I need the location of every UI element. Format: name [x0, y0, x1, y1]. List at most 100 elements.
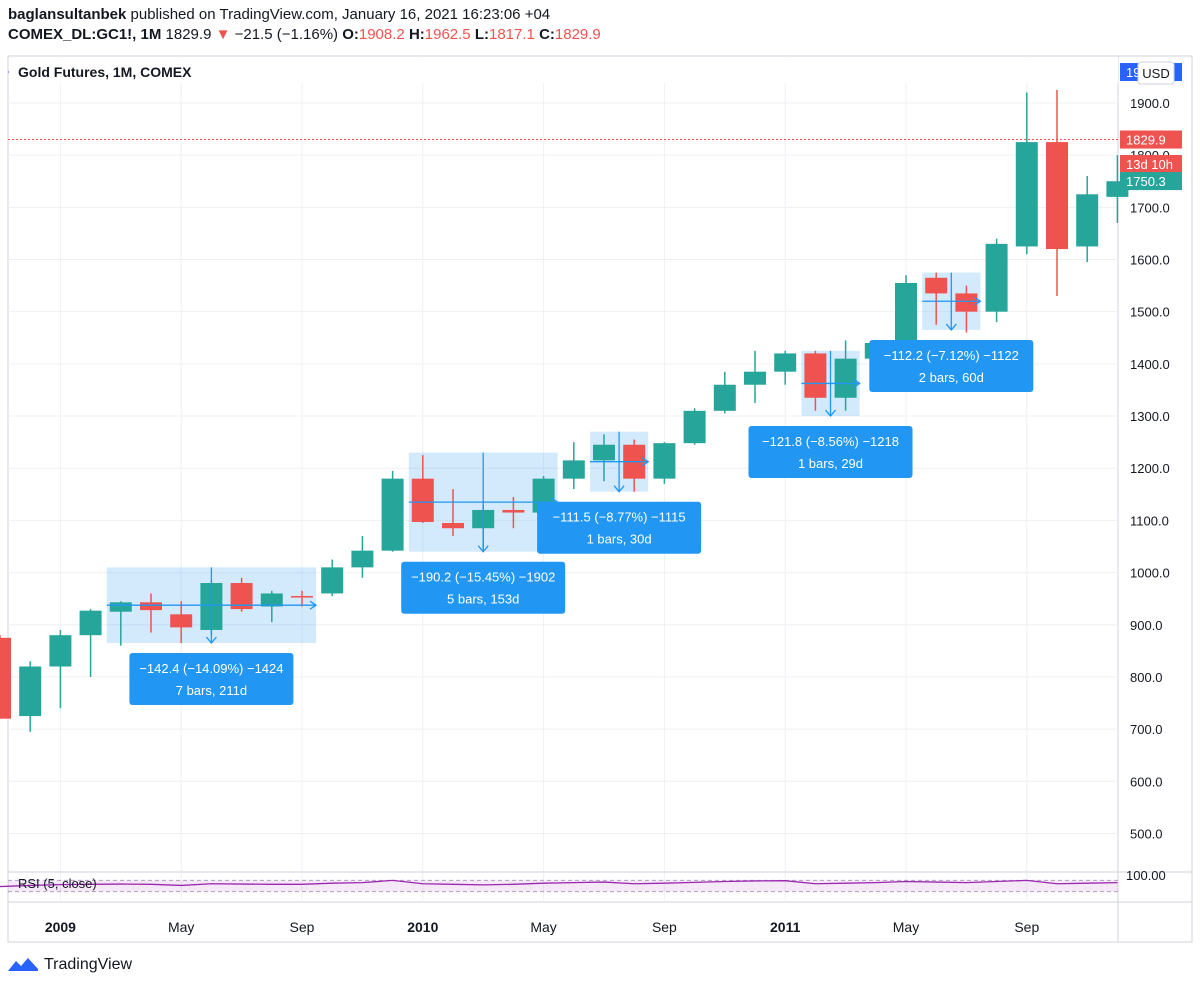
y-tick-label: 800.0 [1130, 670, 1163, 685]
y-tick-label: 1100.0 [1130, 513, 1169, 528]
x-tick-label: May [893, 919, 919, 935]
candle-body [985, 243, 1008, 312]
legend-backdrop [9, 57, 1118, 83]
last-price: 1829.9 [165, 26, 212, 43]
measure-v-arrowhead [477, 545, 489, 553]
candle-body [744, 371, 766, 385]
high-label: H: [408, 26, 425, 43]
chart-frame [7, 55, 1193, 943]
price-badge [1120, 130, 1182, 149]
y-tick-label: 1900.0 [1130, 96, 1170, 111]
measure-v-arrowhead [945, 323, 957, 331]
down-arrow-icon: ▼ [215, 26, 231, 43]
close-value: 1829.9 [554, 26, 601, 43]
measure-v-arrowhead [205, 636, 217, 645]
chart-title: Gold Futures, 1M, COMEX [18, 64, 192, 80]
publish-info: baglansultanbek published on TradingView… [8, 6, 550, 23]
candle-body [593, 444, 615, 461]
candle-body [321, 567, 344, 594]
measure-h-arrowhead [309, 600, 318, 610]
x-tick-label: 2009 [45, 919, 76, 935]
tradingview-logo-icon [8, 958, 38, 971]
high-value: 1962.5 [424, 26, 471, 43]
x-tick-label: Sep [1014, 919, 1039, 935]
candle-body [260, 593, 283, 607]
rsi-band [8, 880, 1118, 892]
measure-info-line2: 1 bars, 29d [798, 456, 863, 471]
measure-info-line2: 5 bars, 153d [447, 592, 519, 607]
y-tick-label: 600.0 [1130, 774, 1163, 789]
measure-info-box [401, 561, 566, 614]
candle-body [170, 614, 193, 628]
candle-body [804, 353, 827, 398]
candle-body [49, 635, 72, 667]
candle-body [955, 293, 978, 312]
measure-v-arrowhead [613, 485, 625, 493]
tradingview-brand[interactable]: TradingView [44, 956, 133, 973]
y-tick-label: 1000.0 [1130, 566, 1170, 581]
price-badge-label: 1750.3 [1126, 174, 1166, 189]
y-tick-label: 900.0 [1130, 618, 1163, 633]
candle-body [381, 478, 404, 551]
y-tick-label: 1500.0 [1130, 305, 1170, 320]
candle-body [19, 666, 42, 717]
candle-body [834, 358, 857, 398]
candle-body [653, 443, 676, 479]
open-label: O: [342, 26, 359, 43]
measure-h-arrowhead [853, 378, 861, 388]
rsi-tick-label: 100.00 [1126, 868, 1166, 883]
candle-body [502, 509, 525, 513]
candlestick-chart[interactable]: 500.0 600.0 700.0 800.0 900.0 1000.0 1100.0 120… [0, 50, 1200, 946]
candle-body [895, 282, 917, 343]
price-badge-label: 13d 10h [1126, 157, 1173, 172]
price-badge [1120, 155, 1182, 174]
close-label: C: [539, 26, 555, 43]
rsi-line [0, 879, 1118, 888]
measure-info-line2: 1 bars, 30d [587, 532, 652, 547]
measure-info-line1: −112.2 (−7.12%) −1122 [884, 348, 1019, 363]
measure-info-line1: −111.5 (−8.77%) −1115 [553, 510, 686, 525]
candle-body [109, 602, 132, 612]
candle-body [411, 478, 434, 522]
candle-body [713, 384, 736, 411]
measure-info-box [129, 653, 294, 706]
candle-body [562, 460, 585, 479]
candle-body [442, 523, 464, 529]
measure-info-line1: −121.8 (−8.56%) −1218 [762, 434, 899, 449]
x-tick-label: 2010 [407, 919, 438, 935]
symbol-label: COMEX_DL:GC1!, 1M [8, 26, 162, 43]
low-label: L: [474, 26, 489, 43]
y-tick-label: 1700.0 [1130, 200, 1170, 215]
measure-v-arrowhead [825, 409, 836, 418]
candle-body [230, 583, 253, 610]
measure-h-arrowhead [641, 457, 650, 467]
y-tick-label: 1600.0 [1130, 253, 1170, 268]
price-badge-label: 1829.9 [1126, 133, 1166, 148]
measure-info-line1: −190.2 (−15.45%) −1902 [411, 570, 555, 585]
candle-body [1076, 194, 1099, 247]
measure-info-box [748, 426, 913, 479]
y-tick-label: 500.0 [1130, 826, 1163, 841]
author-name[interactable]: baglansultanbek [8, 6, 127, 23]
candle-body [925, 277, 948, 294]
measure-info-box [869, 339, 1034, 392]
candle-body [774, 353, 797, 372]
candle-body [79, 610, 102, 636]
x-tick-label: Sep [652, 919, 677, 935]
y-tick-label: 1200.0 [1130, 461, 1170, 476]
candle-body [683, 410, 706, 444]
measure-h-arrowhead [974, 296, 982, 306]
measure-info-line2: 7 bars, 211d [176, 683, 247, 698]
open-value: 1908.2 [358, 26, 405, 43]
measure-info-line1: −142.4 (−14.09%) −1424 [139, 661, 283, 676]
candle-body [291, 596, 313, 598]
measure-info-box [537, 501, 702, 554]
candle-body [0, 637, 11, 719]
price-change: −21.5 (−1.16%) [234, 26, 339, 43]
y-tick-label: 700.0 [1130, 722, 1163, 737]
x-tick-label: May [530, 919, 556, 935]
published-text: published on TradingView.com, January 16… [126, 6, 551, 23]
x-tick-label: May [168, 919, 194, 935]
x-tick-label: Sep [290, 919, 315, 935]
x-tick-label: 2011 [770, 919, 801, 935]
